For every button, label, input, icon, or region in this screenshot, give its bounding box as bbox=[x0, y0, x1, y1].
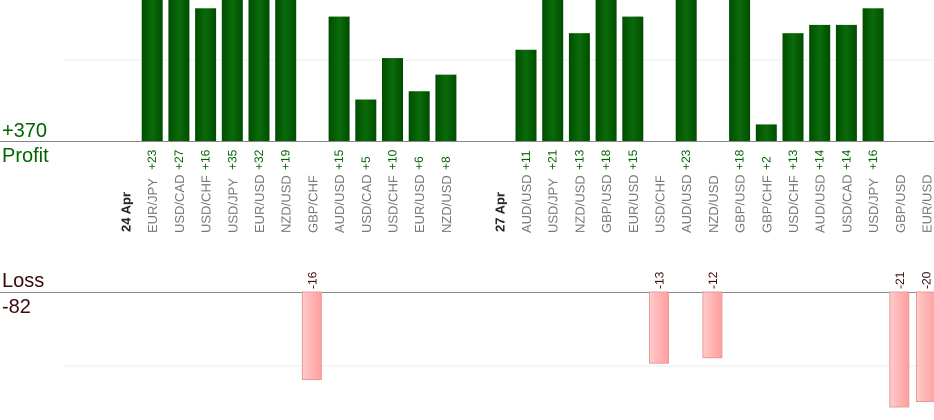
profit-value-label: +14 bbox=[839, 149, 853, 170]
pair-label: EUR/JPY bbox=[145, 178, 160, 233]
profit-value-label: +18 bbox=[733, 149, 747, 170]
profit-bar bbox=[275, 0, 297, 141]
date-label: 27 Apr bbox=[492, 192, 507, 232]
pair-label: USD/CHF bbox=[653, 175, 668, 233]
pair-label: USD/CHF bbox=[386, 175, 401, 233]
profit-bar bbox=[809, 24, 831, 141]
pair-label: NZD/USD bbox=[279, 175, 294, 233]
profit-value-label: +11 bbox=[519, 150, 533, 170]
profit-bar bbox=[221, 0, 243, 141]
pair-label: GBP/USD bbox=[893, 174, 908, 233]
profit-value-label: +27 bbox=[172, 149, 186, 170]
profit-bar bbox=[755, 124, 777, 141]
profit-value-label: +18 bbox=[599, 149, 613, 170]
profit-value-label: +35 bbox=[225, 149, 239, 170]
profit-value-label: +32 bbox=[252, 149, 266, 170]
profit-value-label: +19 bbox=[279, 149, 293, 170]
profit-value-label: +14 bbox=[813, 149, 827, 170]
profit-bar bbox=[782, 33, 804, 142]
date-label: 24 Apr bbox=[119, 192, 134, 232]
loss-value-label: -12 bbox=[706, 271, 720, 289]
profit-bar bbox=[862, 8, 884, 142]
loss-label: Loss bbox=[2, 270, 45, 292]
profit-bar bbox=[382, 58, 403, 141]
profit-bar bbox=[248, 0, 270, 141]
profit-bar bbox=[328, 16, 350, 142]
pair-label: EUR/USD bbox=[252, 174, 267, 233]
pair-label: USD/JPY bbox=[546, 178, 561, 233]
loss-value-label: -16 bbox=[305, 271, 319, 289]
pair-label: GBP/USD bbox=[733, 174, 748, 233]
pair-label: USD/CHF bbox=[786, 175, 801, 233]
profit-bar bbox=[675, 0, 697, 141]
profit-value-label: +6 bbox=[412, 156, 426, 170]
profit-label: Profit bbox=[2, 145, 49, 167]
pair-label: GBP/CHF bbox=[759, 175, 774, 233]
loss-value-label: -21 bbox=[893, 271, 907, 289]
loss-value-label: -13 bbox=[653, 271, 667, 289]
profit-value-label: +8 bbox=[439, 156, 453, 170]
profit-value-label: +15 bbox=[626, 149, 640, 170]
pair-label: GBP/CHF bbox=[305, 175, 320, 233]
pair-label: USD/JPY bbox=[866, 178, 881, 233]
profit-value-label: +5 bbox=[359, 156, 373, 170]
pair-label: GBP/USD bbox=[599, 174, 614, 233]
loss-value-label: -20 bbox=[920, 271, 934, 289]
pair-label: NZD/USD bbox=[572, 175, 587, 233]
profit-value-label: +16 bbox=[199, 149, 213, 170]
profit-value-label: +13 bbox=[572, 149, 586, 170]
profit-bar bbox=[729, 0, 751, 141]
profit-bar bbox=[355, 99, 377, 141]
profit-bar bbox=[622, 16, 644, 142]
pair-label: NZD/USD bbox=[706, 175, 721, 233]
profit-value-label: +13 bbox=[786, 149, 800, 170]
pair-label: NZD/USD bbox=[439, 175, 454, 233]
profit-bar bbox=[141, 0, 163, 141]
profit-bar bbox=[195, 8, 217, 142]
profit-bar bbox=[595, 0, 617, 141]
pair-label: EUR/USD bbox=[412, 174, 427, 233]
profit-bar bbox=[515, 49, 537, 141]
profit-value-label: +2 bbox=[759, 156, 773, 170]
profit-value-label: +10 bbox=[386, 149, 400, 170]
profit-bar bbox=[435, 74, 457, 141]
loss-bar bbox=[301, 291, 322, 381]
pair-label: AUD/USD bbox=[679, 174, 694, 233]
pair-label: USD/CHF bbox=[199, 175, 214, 233]
pair-label: USD/JPY bbox=[225, 178, 240, 233]
loss-bar bbox=[889, 291, 910, 408]
loss-total: -82 bbox=[2, 296, 31, 318]
profit-bar bbox=[835, 24, 857, 141]
pair-label: USD/CAD bbox=[172, 174, 187, 233]
profit-bar bbox=[408, 91, 430, 141]
profit-value-label: +21 bbox=[546, 149, 560, 170]
profit-value-label: +15 bbox=[332, 149, 346, 170]
profit-total: +370 bbox=[2, 120, 48, 142]
profit-value-label: +16 bbox=[866, 149, 880, 170]
loss-bar bbox=[649, 291, 669, 364]
pair-label: USD/CAD bbox=[359, 174, 374, 233]
profit-bar bbox=[168, 0, 190, 141]
loss-bar bbox=[916, 291, 934, 403]
profit-value-label: +23 bbox=[679, 149, 693, 170]
pair-label: AUD/USD bbox=[332, 174, 347, 233]
profit-bar bbox=[542, 0, 564, 141]
pair-label: EUR/USD bbox=[920, 174, 934, 233]
pair-label: AUD/USD bbox=[519, 174, 534, 233]
pair-label: USD/CAD bbox=[839, 174, 854, 233]
pair-label: EUR/USD bbox=[626, 174, 641, 233]
profit-bar bbox=[568, 33, 590, 142]
pair-label: AUD/USD bbox=[813, 174, 828, 233]
loss-bar bbox=[702, 291, 723, 359]
profit-value-label: +23 bbox=[145, 149, 159, 170]
